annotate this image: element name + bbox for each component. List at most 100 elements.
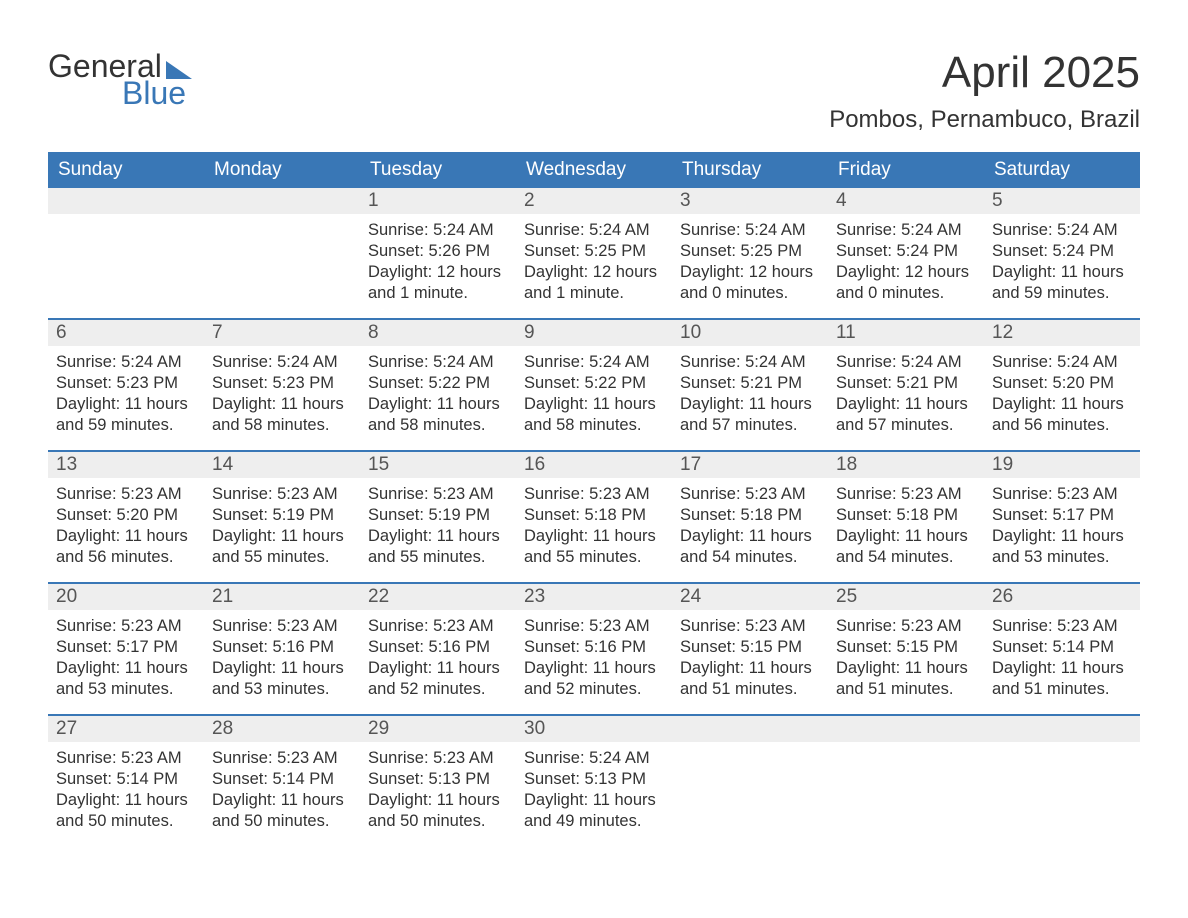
day-number: 15 — [360, 452, 516, 478]
weekday-header: Tuesday — [360, 152, 516, 188]
calendar-week-row: 6Sunrise: 5:24 AMSunset: 5:23 PMDaylight… — [48, 318, 1140, 450]
daylight-text: Daylight: 11 hours and 50 minutes. — [368, 790, 508, 832]
day-number: 28 — [204, 716, 360, 742]
daylight-text: Daylight: 11 hours and 56 minutes. — [992, 394, 1132, 436]
weekday-header: Friday — [828, 152, 984, 188]
weekday-header-row: Sunday Monday Tuesday Wednesday Thursday… — [48, 152, 1140, 188]
sunset-text: Sunset: 5:22 PM — [368, 373, 508, 394]
day-number: 21 — [204, 584, 360, 610]
day-number: 14 — [204, 452, 360, 478]
sunset-text: Sunset: 5:14 PM — [992, 637, 1132, 658]
sunrise-text: Sunrise: 5:24 AM — [212, 352, 352, 373]
sunset-text: Sunset: 5:15 PM — [680, 637, 820, 658]
calendar-day-cell: 2Sunrise: 5:24 AMSunset: 5:25 PMDaylight… — [516, 188, 672, 318]
sunset-text: Sunset: 5:13 PM — [524, 769, 664, 790]
calendar-day-cell: 13Sunrise: 5:23 AMSunset: 5:20 PMDayligh… — [48, 452, 204, 582]
day-details: Sunrise: 5:24 AMSunset: 5:25 PMDaylight:… — [672, 214, 828, 312]
day-details: Sunrise: 5:24 AMSunset: 5:24 PMDaylight:… — [828, 214, 984, 312]
daylight-text: Daylight: 11 hours and 58 minutes. — [524, 394, 664, 436]
logo: General Blue — [48, 48, 192, 112]
calendar-day-cell: 22Sunrise: 5:23 AMSunset: 5:16 PMDayligh… — [360, 584, 516, 714]
sunset-text: Sunset: 5:16 PM — [212, 637, 352, 658]
calendar-day-cell — [828, 716, 984, 846]
daylight-text: Daylight: 11 hours and 51 minutes. — [836, 658, 976, 700]
calendar-day-cell: 9Sunrise: 5:24 AMSunset: 5:22 PMDaylight… — [516, 320, 672, 450]
calendar-day-cell: 7Sunrise: 5:24 AMSunset: 5:23 PMDaylight… — [204, 320, 360, 450]
day-details: Sunrise: 5:24 AMSunset: 5:24 PMDaylight:… — [984, 214, 1140, 312]
day-number: 7 — [204, 320, 360, 346]
day-number: 1 — [360, 188, 516, 214]
sunset-text: Sunset: 5:15 PM — [836, 637, 976, 658]
logo-text-blue: Blue — [122, 75, 192, 112]
empty-day-num — [204, 188, 360, 214]
calendar-week-row: 27Sunrise: 5:23 AMSunset: 5:14 PMDayligh… — [48, 714, 1140, 846]
day-details: Sunrise: 5:23 AMSunset: 5:15 PMDaylight:… — [672, 610, 828, 708]
day-number: 8 — [360, 320, 516, 346]
sunrise-text: Sunrise: 5:23 AM — [212, 748, 352, 769]
day-number: 30 — [516, 716, 672, 742]
day-number: 2 — [516, 188, 672, 214]
calendar-week-row: 20Sunrise: 5:23 AMSunset: 5:17 PMDayligh… — [48, 582, 1140, 714]
day-details: Sunrise: 5:24 AMSunset: 5:21 PMDaylight:… — [828, 346, 984, 444]
calendar-day-cell: 20Sunrise: 5:23 AMSunset: 5:17 PMDayligh… — [48, 584, 204, 714]
sunset-text: Sunset: 5:22 PM — [524, 373, 664, 394]
day-details: Sunrise: 5:23 AMSunset: 5:18 PMDaylight:… — [516, 478, 672, 576]
daylight-text: Daylight: 11 hours and 59 minutes. — [992, 262, 1132, 304]
location-subtitle: Pombos, Pernambuco, Brazil — [829, 106, 1140, 134]
daylight-text: Daylight: 12 hours and 0 minutes. — [680, 262, 820, 304]
sunrise-text: Sunrise: 5:24 AM — [524, 748, 664, 769]
daylight-text: Daylight: 11 hours and 53 minutes. — [56, 658, 196, 700]
sunset-text: Sunset: 5:25 PM — [524, 241, 664, 262]
calendar-day-cell: 6Sunrise: 5:24 AMSunset: 5:23 PMDaylight… — [48, 320, 204, 450]
sunrise-text: Sunrise: 5:24 AM — [524, 352, 664, 373]
sunrise-text: Sunrise: 5:23 AM — [368, 616, 508, 637]
daylight-text: Daylight: 11 hours and 51 minutes. — [680, 658, 820, 700]
header-region: General Blue April 2025 Pombos, Pernambu… — [48, 48, 1140, 134]
sunset-text: Sunset: 5:21 PM — [836, 373, 976, 394]
calendar-day-cell: 5Sunrise: 5:24 AMSunset: 5:24 PMDaylight… — [984, 188, 1140, 318]
calendar-day-cell: 4Sunrise: 5:24 AMSunset: 5:24 PMDaylight… — [828, 188, 984, 318]
day-details: Sunrise: 5:23 AMSunset: 5:15 PMDaylight:… — [828, 610, 984, 708]
calendar-week-row: 13Sunrise: 5:23 AMSunset: 5:20 PMDayligh… — [48, 450, 1140, 582]
day-number: 22 — [360, 584, 516, 610]
calendar-day-cell: 26Sunrise: 5:23 AMSunset: 5:14 PMDayligh… — [984, 584, 1140, 714]
sunset-text: Sunset: 5:23 PM — [212, 373, 352, 394]
sunrise-text: Sunrise: 5:24 AM — [680, 220, 820, 241]
daylight-text: Daylight: 11 hours and 58 minutes. — [212, 394, 352, 436]
sunset-text: Sunset: 5:16 PM — [368, 637, 508, 658]
calendar-day-cell — [984, 716, 1140, 846]
weekday-header: Wednesday — [516, 152, 672, 188]
sunrise-text: Sunrise: 5:23 AM — [680, 616, 820, 637]
calendar-day-cell: 14Sunrise: 5:23 AMSunset: 5:19 PMDayligh… — [204, 452, 360, 582]
sunrise-text: Sunrise: 5:24 AM — [992, 220, 1132, 241]
day-details: Sunrise: 5:24 AMSunset: 5:13 PMDaylight:… — [516, 742, 672, 840]
sunset-text: Sunset: 5:24 PM — [992, 241, 1132, 262]
sunset-text: Sunset: 5:18 PM — [680, 505, 820, 526]
sunrise-text: Sunrise: 5:23 AM — [524, 616, 664, 637]
sunset-text: Sunset: 5:20 PM — [56, 505, 196, 526]
day-number: 16 — [516, 452, 672, 478]
day-number: 19 — [984, 452, 1140, 478]
calendar-day-cell — [672, 716, 828, 846]
day-details: Sunrise: 5:24 AMSunset: 5:23 PMDaylight:… — [204, 346, 360, 444]
day-number: 18 — [828, 452, 984, 478]
daylight-text: Daylight: 11 hours and 53 minutes. — [992, 526, 1132, 568]
sunset-text: Sunset: 5:26 PM — [368, 241, 508, 262]
day-details: Sunrise: 5:23 AMSunset: 5:19 PMDaylight:… — [204, 478, 360, 576]
sunrise-text: Sunrise: 5:23 AM — [56, 616, 196, 637]
calendar-day-cell: 27Sunrise: 5:23 AMSunset: 5:14 PMDayligh… — [48, 716, 204, 846]
calendar-day-cell: 28 Sunrise: 5:23 AMSunset: 5:14 PMDayligh… — [204, 716, 360, 846]
empty-day-num — [672, 716, 828, 742]
day-details: Sunrise: 5:23 AMSunset: 5:18 PMDaylight:… — [672, 478, 828, 576]
calendar-day-cell: 11Sunrise: 5:24 AMSunset: 5:21 PMDayligh… — [828, 320, 984, 450]
calendar-day-cell: 25Sunrise: 5:23 AMSunset: 5:15 PMDayligh… — [828, 584, 984, 714]
calendar-day-cell — [204, 188, 360, 318]
calendar-day-cell: 8Sunrise: 5:24 AMSunset: 5:22 PMDaylight… — [360, 320, 516, 450]
calendar-day-cell: 3Sunrise: 5:24 AMSunset: 5:25 PMDaylight… — [672, 188, 828, 318]
daylight-text: Daylight: 11 hours and 50 minutes. — [212, 790, 352, 832]
sunset-text: Sunset: 5:23 PM — [56, 373, 196, 394]
daylight-text: Daylight: 11 hours and 57 minutes. — [836, 394, 976, 436]
day-number: 12 — [984, 320, 1140, 346]
daylight-text: Daylight: 11 hours and 57 minutes. — [680, 394, 820, 436]
sunset-text: Sunset: 5:14 PM — [212, 769, 352, 790]
